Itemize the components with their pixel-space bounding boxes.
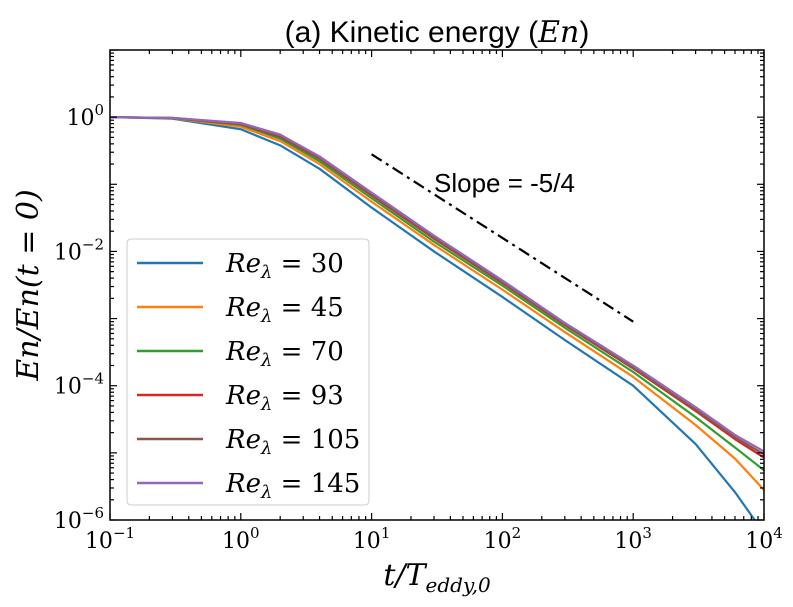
y-tick-label: 10−4 [54, 370, 104, 400]
slope-reference-line [371, 153, 634, 323]
y-axis-label: En/En(t = 0) [11, 189, 46, 381]
x-tick-label: 103 [614, 524, 652, 554]
series-line-6 [110, 116, 764, 453]
reference-line-group: Slope = -5/4 [371, 153, 634, 323]
y-tick-label: 10−2 [54, 235, 104, 265]
series-line-1 [110, 116, 757, 520]
chart-title: (a) Kinetic energy (En) [285, 15, 590, 50]
legend-label-5: Reλ = 105 [225, 425, 360, 459]
x-tick-label: 100 [222, 524, 260, 554]
series-line-2 [110, 116, 764, 492]
x-axis-label: t/Teddy,0 [383, 558, 491, 597]
legend-label-6: Reλ = 145 [225, 469, 360, 503]
slope-annotation: Slope = -5/4 [434, 168, 575, 198]
legend-label-2: Reλ = 45 [225, 293, 344, 327]
tick-group: 10−1 100 101 102 103 104 10−6 10−4 10−2 100 [54, 49, 783, 554]
y-tick-label: 100 [66, 101, 104, 131]
legend-label-4: Reλ = 93 [225, 381, 344, 415]
x-tick-label: 102 [484, 524, 522, 554]
x-tick-label: 104 [745, 524, 783, 554]
x-tick-label: 101 [353, 524, 391, 554]
plot-frame [109, 49, 765, 521]
legend: Reλ = 30 Reλ = 45 Reλ = 70 Reλ = 93 Reλ = 10… [126, 238, 370, 506]
legend-label-3: Reλ = 70 [225, 337, 344, 371]
x-tick-label: 10−1 [85, 524, 135, 554]
series-group [110, 116, 764, 520]
legend-label-1: Reλ = 30 [225, 249, 344, 283]
y-tick-label: 10−6 [54, 504, 104, 534]
